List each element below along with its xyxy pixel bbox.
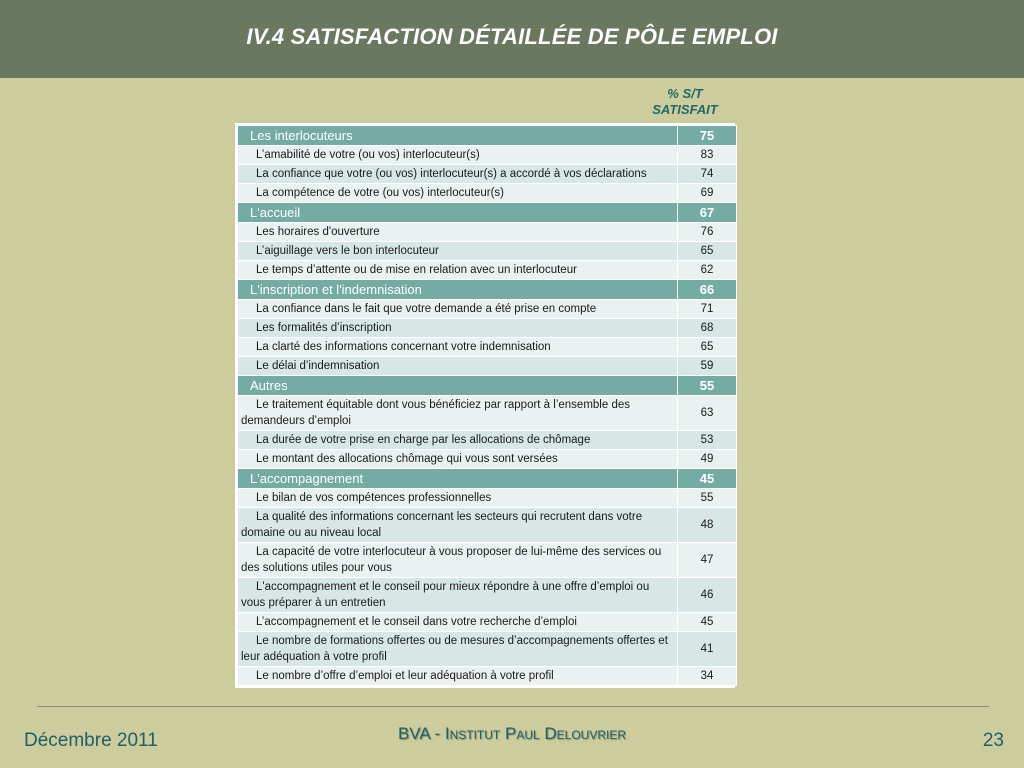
item-label: Le montant des allocations chômage qui v… [237, 449, 678, 469]
section-row: L'accueil 67 [237, 202, 737, 223]
section-value: 45 [677, 468, 737, 489]
footer-date: Décembre 2011 [24, 730, 158, 751]
item-label: Le nombre de formations offertes ou de m… [237, 631, 678, 667]
section-value: 75 [677, 125, 737, 146]
item-value: 68 [677, 318, 737, 338]
table-row: La confiance que votre (ou vos) interloc… [237, 164, 737, 184]
item-value: 65 [677, 241, 737, 261]
section-value: 66 [677, 279, 737, 300]
item-value: 45 [677, 612, 737, 632]
section-value: 55 [677, 375, 737, 396]
table-row: La compétence de votre (ou vos) interloc… [237, 183, 737, 203]
item-label: L’aiguillage vers le bon interlocuteur [237, 241, 678, 261]
item-value: 71 [677, 299, 737, 319]
table-row: Le délai d’indemnisation 59 [237, 356, 737, 376]
item-label: La confiance que votre (ou vos) interloc… [237, 164, 678, 184]
column-header-line-2: SATISFAIT [652, 102, 718, 117]
item-value: 53 [677, 430, 737, 450]
item-label: L'accompagnement et le conseil pour mieu… [237, 577, 678, 613]
item-value: 55 [677, 488, 737, 508]
table-row: L’accompagnement et le conseil dans votr… [237, 612, 737, 632]
table-row: La durée de votre prise en charge par le… [237, 430, 737, 450]
column-header: % S/T SATISFAIT [642, 86, 728, 118]
satisfaction-table: Les interlocuteurs 75 L’amabilité de vot… [235, 123, 737, 688]
item-label: La compétence de votre (ou vos) interloc… [237, 183, 678, 203]
section-label: L'accueil [237, 202, 678, 223]
section-label: Les interlocuteurs [237, 125, 678, 146]
section-row: L'accompagnement 45 [237, 468, 737, 489]
item-value: 83 [677, 145, 737, 165]
title-bar [0, 0, 1024, 78]
table-row: Le montant des allocations chômage qui v… [237, 449, 737, 469]
table-row: L’aiguillage vers le bon interlocuteur 6… [237, 241, 737, 261]
table-row: Les horaires d'ouverture 76 [237, 222, 737, 242]
item-label: Le délai d’indemnisation [237, 356, 678, 376]
table-row: Le nombre de formations offertes ou de m… [237, 631, 737, 667]
item-label: Les formalités d’inscription [237, 318, 678, 338]
page-number: 23 [982, 730, 1004, 751]
table-row: Le temps d’attente ou de mise en relatio… [237, 260, 737, 280]
table-row: Les formalités d’inscription 68 [237, 318, 737, 338]
item-value: 76 [677, 222, 737, 242]
item-label: La confiance dans le fait que votre dema… [237, 299, 678, 319]
section-label: L'accompagnement [237, 468, 678, 489]
section-label: Autres [237, 375, 678, 396]
section-row: Les interlocuteurs 75 [237, 125, 737, 146]
item-label: L’accompagnement et le conseil dans votr… [237, 612, 678, 632]
table-row: Le nombre d’offre d’emploi et leur adéqu… [237, 666, 737, 686]
item-label: Le bilan de vos compétences professionne… [237, 488, 678, 508]
item-label: La clarté des informations concernant vo… [237, 337, 678, 357]
item-value: 63 [677, 395, 737, 431]
item-value: 47 [677, 542, 737, 578]
table-row: La capacité de votre interlocuteur à vou… [237, 542, 737, 578]
table-row: La confiance dans le fait que votre dema… [237, 299, 737, 319]
item-value: 46 [677, 577, 737, 613]
item-value: 59 [677, 356, 737, 376]
item-label: La capacité de votre interlocuteur à vou… [237, 542, 678, 578]
section-label: L'inscription et l'indemnisation [237, 279, 678, 300]
item-value: 41 [677, 631, 737, 667]
section-row: Autres 55 [237, 375, 737, 396]
table-row: L'accompagnement et le conseil pour mieu… [237, 577, 737, 613]
item-label: Le traitement équitable dont vous bénéfi… [237, 395, 678, 431]
item-label: La qualité des informations concernant l… [237, 507, 678, 543]
section-row: L'inscription et l'indemnisation 66 [237, 279, 737, 300]
item-label: Le nombre d’offre d’emploi et leur adéqu… [237, 666, 678, 686]
item-label: Le temps d’attente ou de mise en relatio… [237, 260, 678, 280]
item-value: 74 [677, 164, 737, 184]
table-row: L’amabilité de votre (ou vos) interlocut… [237, 145, 737, 165]
item-value: 65 [677, 337, 737, 357]
item-value: 49 [677, 449, 737, 469]
slide-title: IV.4 SATISFACTION DÉTAILLÉE DE PÔLE EMPL… [246, 24, 778, 49]
table-row: Le bilan de vos compétences professionne… [237, 488, 737, 508]
footer-divider [37, 706, 989, 707]
item-value: 62 [677, 260, 737, 280]
item-value: 34 [677, 666, 737, 686]
table-row: La clarté des informations concernant vo… [237, 337, 737, 357]
item-value: 48 [677, 507, 737, 543]
footer-brand: BVA - Institut Paul Delouvrier [397, 724, 627, 743]
item-label: L’amabilité de votre (ou vos) interlocut… [237, 145, 678, 165]
section-value: 67 [677, 202, 737, 223]
table-row: Le traitement équitable dont vous bénéfi… [237, 395, 737, 431]
table-row: La qualité des informations concernant l… [237, 507, 737, 543]
column-header-line-1: % S/T [667, 86, 703, 101]
item-value: 69 [677, 183, 737, 203]
item-label: La durée de votre prise en charge par le… [237, 430, 678, 450]
item-label: Les horaires d'ouverture [237, 222, 678, 242]
